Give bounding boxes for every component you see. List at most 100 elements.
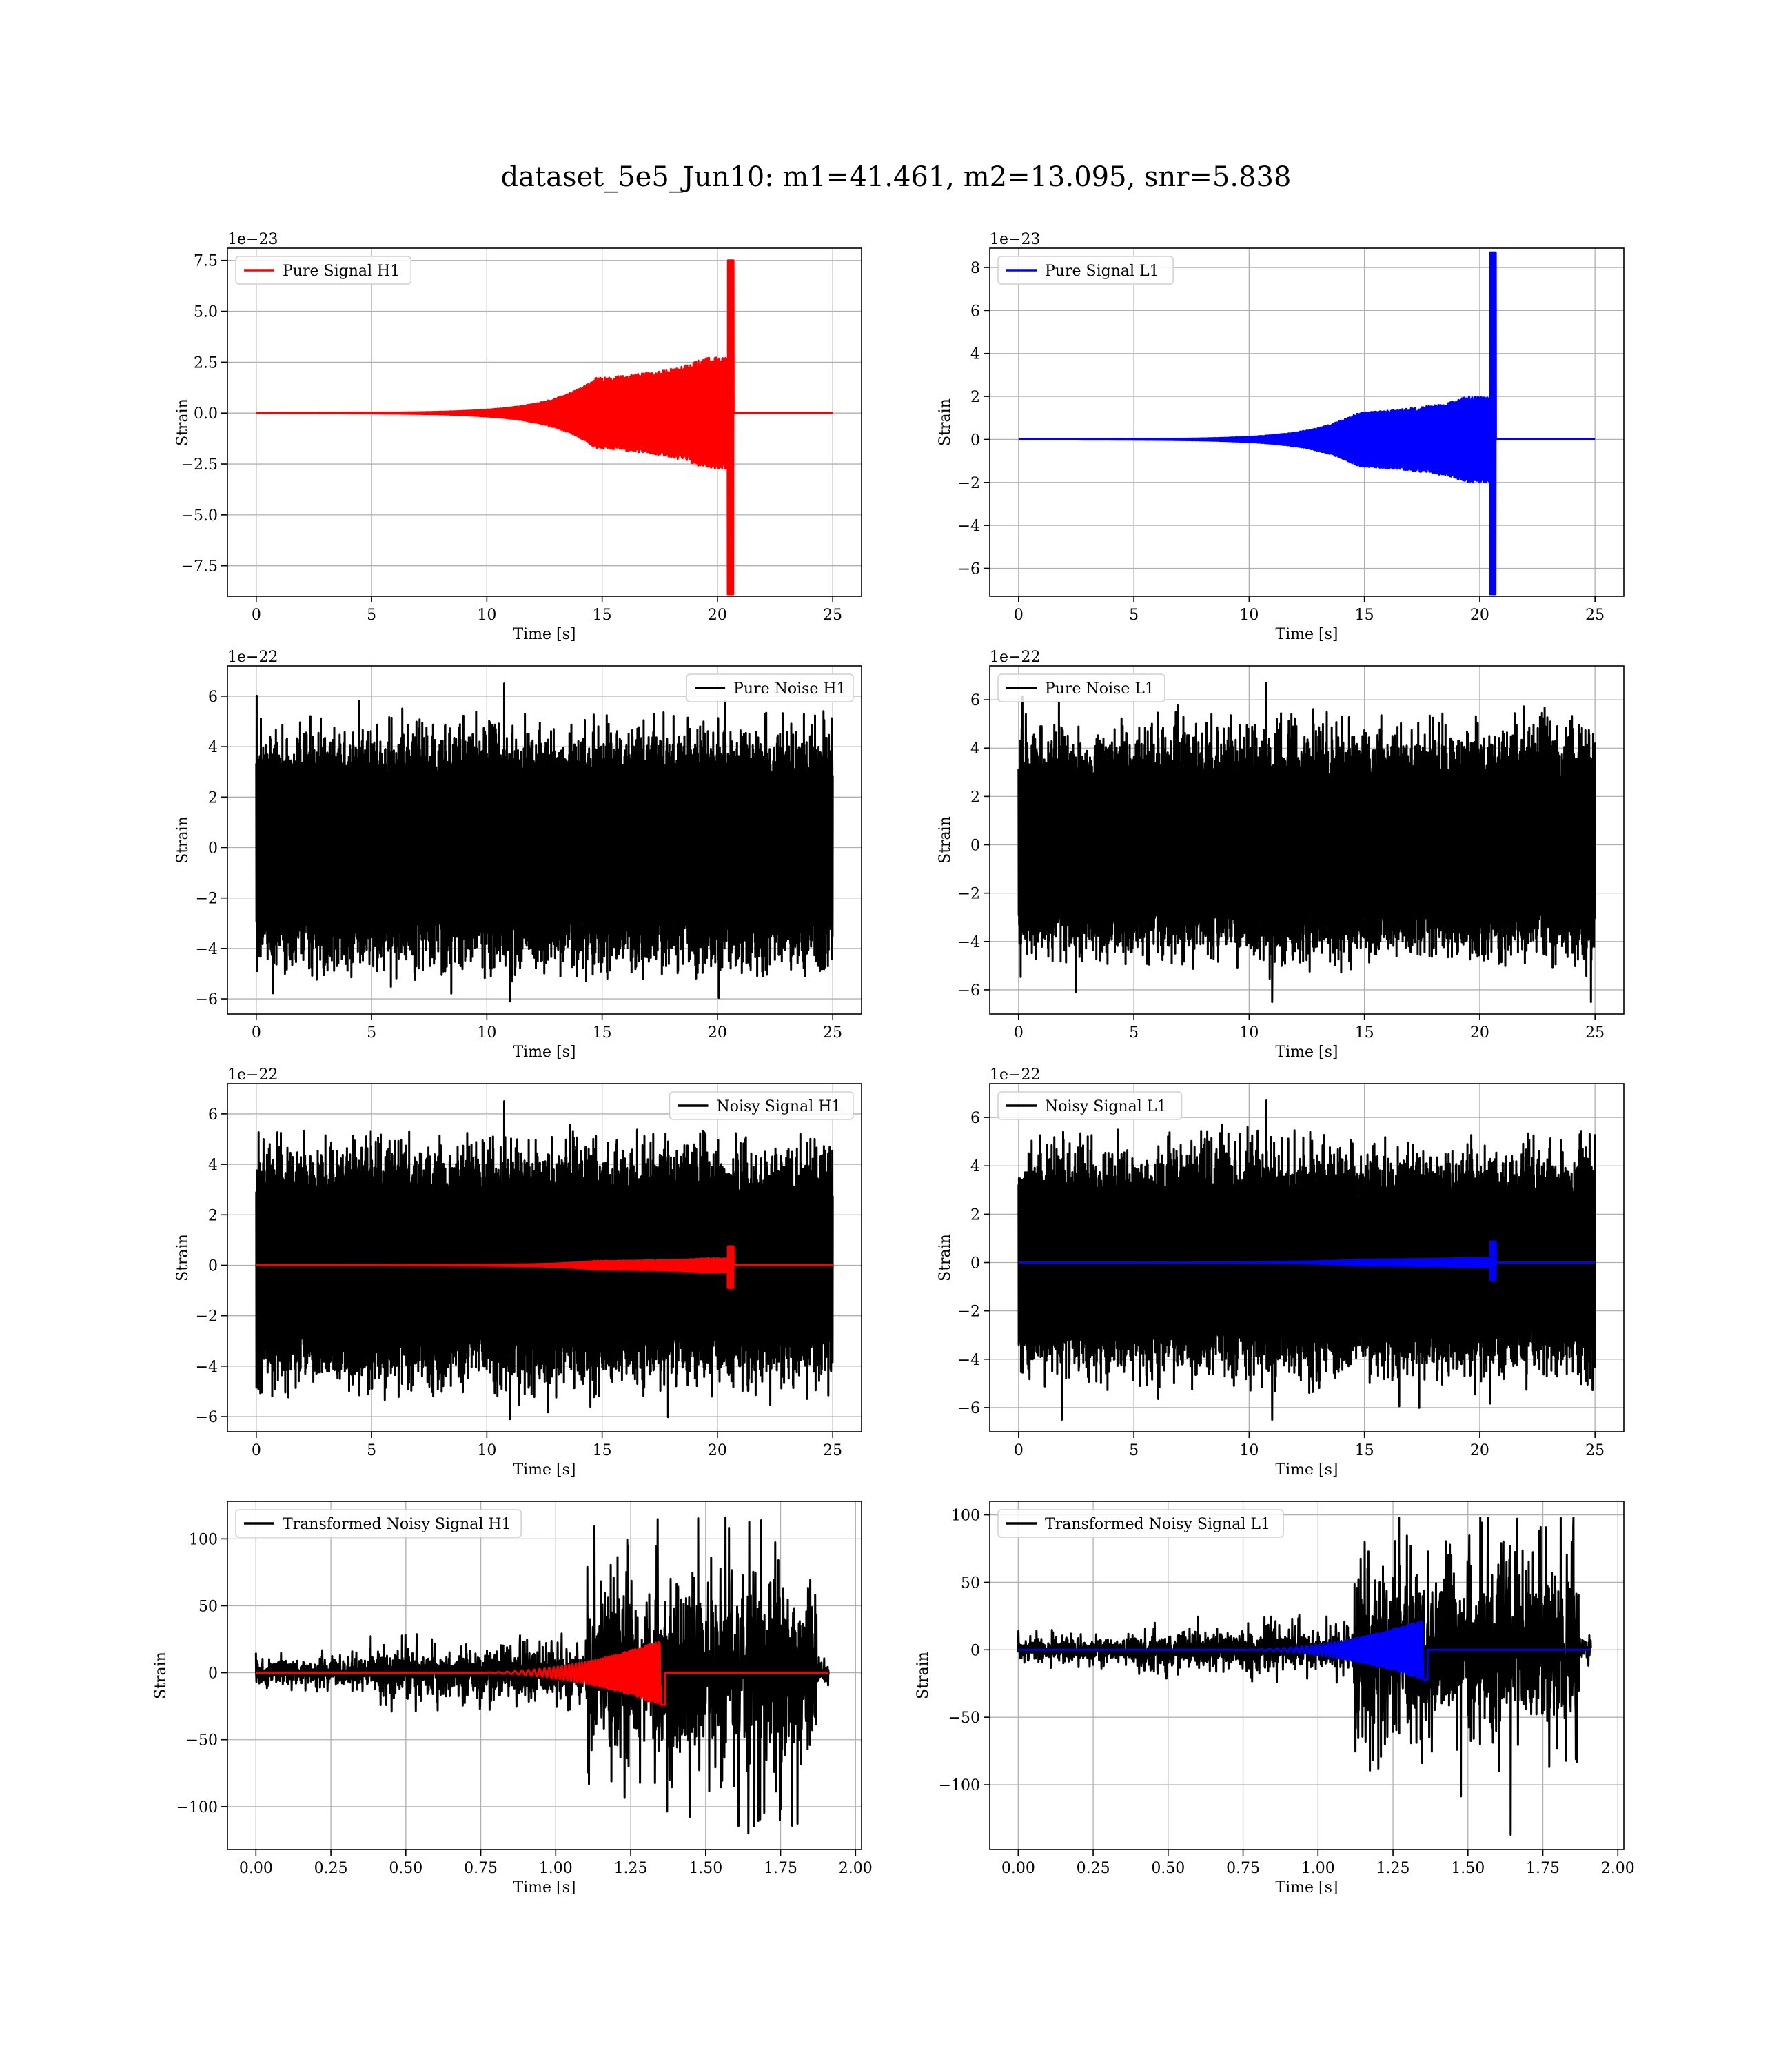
legend: Transformed Noisy Signal H1 bbox=[235, 1509, 522, 1538]
y-tick-label: 0 bbox=[208, 1665, 218, 1683]
x-tick-label: 25 bbox=[823, 1024, 842, 1042]
x-tick-label: 0.25 bbox=[1077, 1860, 1110, 1877]
y-tick-label: 0 bbox=[970, 1642, 980, 1659]
x-tick-label: 10 bbox=[477, 1442, 496, 1459]
y-tick-label: 4 bbox=[208, 739, 218, 756]
x-tick-label: 2.00 bbox=[1601, 1860, 1635, 1877]
y-tick-label: 2 bbox=[208, 789, 218, 807]
x-tick-label: 5 bbox=[367, 1442, 376, 1459]
y-tick-label: −4 bbox=[958, 1352, 980, 1369]
legend-box bbox=[997, 673, 1165, 702]
x-tick-label: 15 bbox=[593, 1442, 612, 1459]
x-tick-label: 0 bbox=[1014, 1442, 1024, 1459]
y-tick-label: 0 bbox=[970, 838, 980, 855]
y-tick-label: −2 bbox=[196, 1308, 218, 1326]
axes-frame bbox=[227, 665, 862, 1015]
y-tick-label: −2 bbox=[958, 886, 980, 903]
x-axis-label: Time [s] bbox=[1275, 1879, 1338, 1896]
subplot-2: 0 5 10 15 20 25 −6 −4 −2 0 2 4 6 8 1e−23 Time [s] Strain… bbox=[937, 231, 1625, 643]
y-tick-label: 100 bbox=[951, 1508, 980, 1525]
x-tick-label: 0 bbox=[252, 1024, 261, 1042]
legend: Pure Signal L1 bbox=[997, 256, 1174, 285]
y-tick-label: 2 bbox=[208, 1207, 218, 1224]
subplot-4: 0 5 10 15 20 25 −6 −4 −2 0 2 4 6 1e−22 Time [s] Strain P… bbox=[937, 649, 1625, 1061]
ticks: 0 5 10 15 20 25 −6 −4 −2 0 2 4 6 bbox=[958, 1110, 1605, 1459]
offset-text: 1e−22 bbox=[227, 649, 278, 666]
y-tick-label: −4 bbox=[958, 518, 980, 535]
x-tick-label: 1.00 bbox=[539, 1860, 573, 1877]
x-tick-label: 15 bbox=[593, 607, 612, 624]
y-tick-label: −2 bbox=[958, 1304, 980, 1321]
y-tick-label: 2.5 bbox=[194, 354, 218, 372]
x-tick-label: 15 bbox=[1355, 1442, 1374, 1459]
y-tick-label: 2 bbox=[970, 789, 980, 806]
plot-area bbox=[1017, 682, 1596, 1003]
legend: Transformed Noisy Signal L1 bbox=[997, 1509, 1284, 1538]
legend-box bbox=[997, 256, 1174, 285]
series-line-2 bbox=[1017, 1240, 1596, 1281]
y-tick-label: 6 bbox=[208, 689, 218, 706]
y-tick-label: −6 bbox=[196, 991, 218, 1008]
y-tick-label: −100 bbox=[176, 1799, 218, 1816]
x-axis-label: Time [s] bbox=[1275, 1044, 1338, 1061]
legend-label: Pure Signal L1 bbox=[1045, 263, 1159, 280]
legend: Noisy Signal L1 bbox=[997, 1091, 1183, 1120]
axes-frame bbox=[989, 247, 1625, 597]
series-line-1 bbox=[1017, 251, 1596, 596]
axes-frame bbox=[989, 1501, 1625, 1850]
x-tick-label: 0.25 bbox=[314, 1860, 348, 1877]
legend-box bbox=[235, 256, 411, 285]
y-tick-label: −100 bbox=[939, 1777, 980, 1794]
y-tick-label: 6 bbox=[970, 303, 980, 320]
x-tick-label: 20 bbox=[708, 607, 727, 624]
x-tick-label: 20 bbox=[708, 1442, 727, 1459]
series-line-1 bbox=[1017, 1099, 1596, 1421]
y-tick-label: −2 bbox=[196, 891, 218, 908]
y-tick-label: 2 bbox=[970, 389, 980, 406]
grid bbox=[990, 248, 1624, 596]
x-tick-label: 5 bbox=[367, 607, 376, 624]
ticks: 0 5 10 15 20 25 −6 −4 −2 0 2 4 6 8 bbox=[958, 260, 1605, 624]
series-line-1 bbox=[254, 1516, 830, 1835]
y-tick-label: −50 bbox=[948, 1710, 980, 1727]
y-tick-label: −6 bbox=[196, 1409, 218, 1426]
x-axis-label: Time [s] bbox=[1275, 626, 1338, 643]
x-tick-label: 0 bbox=[1014, 1024, 1024, 1042]
subplot-8: 0.00 0.25 0.50 0.75 1.00 1.25 1.50 1.75 2.00 −100… bbox=[915, 1501, 1635, 1896]
x-tick-label: 1.50 bbox=[1451, 1860, 1485, 1877]
offset-text: 1e−22 bbox=[990, 1066, 1040, 1084]
x-tick-label: 0.75 bbox=[1226, 1860, 1260, 1877]
axes-frame bbox=[227, 247, 862, 597]
y-axis-label: Strain bbox=[937, 398, 954, 446]
legend-label: Noisy Signal H1 bbox=[717, 1098, 842, 1115]
axes-frame bbox=[227, 1083, 862, 1432]
y-tick-label: −6 bbox=[958, 982, 980, 1000]
y-axis-label: Strain bbox=[174, 398, 192, 446]
x-axis-label: Time [s] bbox=[513, 1879, 576, 1896]
y-tick-label: −4 bbox=[196, 941, 218, 958]
legend: Pure Signal H1 bbox=[235, 256, 411, 285]
x-tick-label: 15 bbox=[1355, 607, 1374, 624]
y-axis-label: Strain bbox=[937, 1234, 954, 1281]
subplot-7: 0.00 0.25 0.50 0.75 1.00 1.25 1.50 1.75 2.00 −100… bbox=[152, 1501, 873, 1896]
ticks: 0 5 10 15 20 25 −6 −4 −2 0 2 4 6 bbox=[958, 692, 1605, 1042]
x-tick-label: 2.00 bbox=[839, 1860, 873, 1877]
offset-text: 1e−22 bbox=[990, 649, 1040, 666]
x-axis-label: Time [s] bbox=[513, 1044, 576, 1061]
axes-frame bbox=[227, 1501, 862, 1850]
x-tick-label: 0 bbox=[1014, 607, 1024, 624]
x-tick-label: 10 bbox=[477, 607, 496, 624]
y-tick-label: 0 bbox=[208, 1257, 218, 1275]
x-tick-label: 25 bbox=[1585, 1024, 1605, 1042]
x-axis-label: Time [s] bbox=[513, 626, 576, 643]
y-tick-label: 100 bbox=[189, 1531, 218, 1548]
ticks: 0.00 0.25 0.50 0.75 1.00 1.25 1.50 1.75 2.00 −100… bbox=[176, 1531, 873, 1877]
legend-box bbox=[997, 1509, 1284, 1538]
x-tick-label: 1.25 bbox=[1376, 1860, 1410, 1877]
legend-box bbox=[669, 1091, 854, 1120]
y-tick-label: 50 bbox=[198, 1599, 218, 1616]
y-tick-label: 50 bbox=[961, 1574, 980, 1592]
y-tick-label: 6 bbox=[208, 1106, 218, 1124]
x-tick-label: 0.00 bbox=[1001, 1860, 1035, 1877]
y-tick-label: −4 bbox=[958, 934, 980, 951]
